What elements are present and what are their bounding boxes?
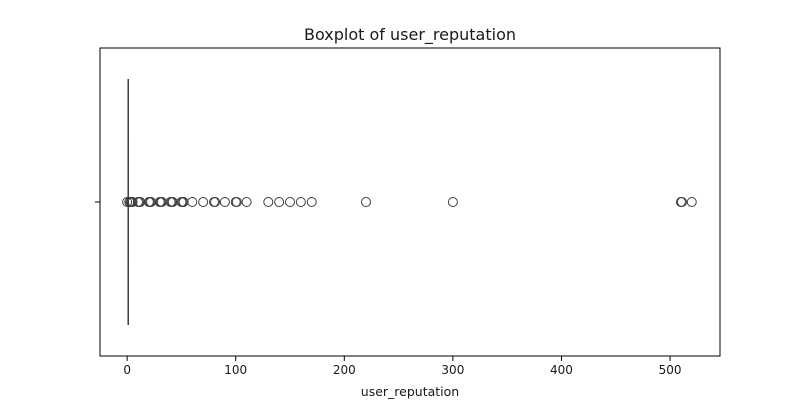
outlier-point [285, 197, 296, 207]
x-tick-label: 100 [224, 363, 247, 377]
outlier-point [295, 197, 306, 207]
x-tick-label: 500 [659, 363, 682, 377]
outlier-point [686, 197, 697, 207]
plot-area-frame [99, 47, 721, 357]
outlier-point [306, 197, 317, 207]
outlier-point [187, 197, 198, 207]
x-tick-label: 0 [123, 363, 131, 377]
x-axis-ticks: 0 100 200 300 400 500 [123, 356, 682, 377]
outlier-point [263, 197, 274, 207]
outlier-point [241, 197, 252, 207]
outlier-point [676, 197, 687, 207]
outlier-point [231, 197, 242, 207]
outlier-point [219, 197, 230, 207]
x-tick-label: 300 [441, 363, 464, 377]
outlier-point [361, 197, 372, 207]
outlier-points [122, 197, 697, 207]
x-axis-label: user_reputation [361, 384, 459, 399]
outlier-point [447, 197, 458, 207]
outlier-point [127, 197, 138, 207]
outlier-point [210, 197, 221, 207]
x-tick-label: 200 [333, 363, 356, 377]
x-tick-label: 400 [550, 363, 573, 377]
outlier-point [198, 197, 209, 207]
chart-title: Boxplot of user_reputation [304, 25, 516, 45]
outlier-point [274, 197, 285, 207]
